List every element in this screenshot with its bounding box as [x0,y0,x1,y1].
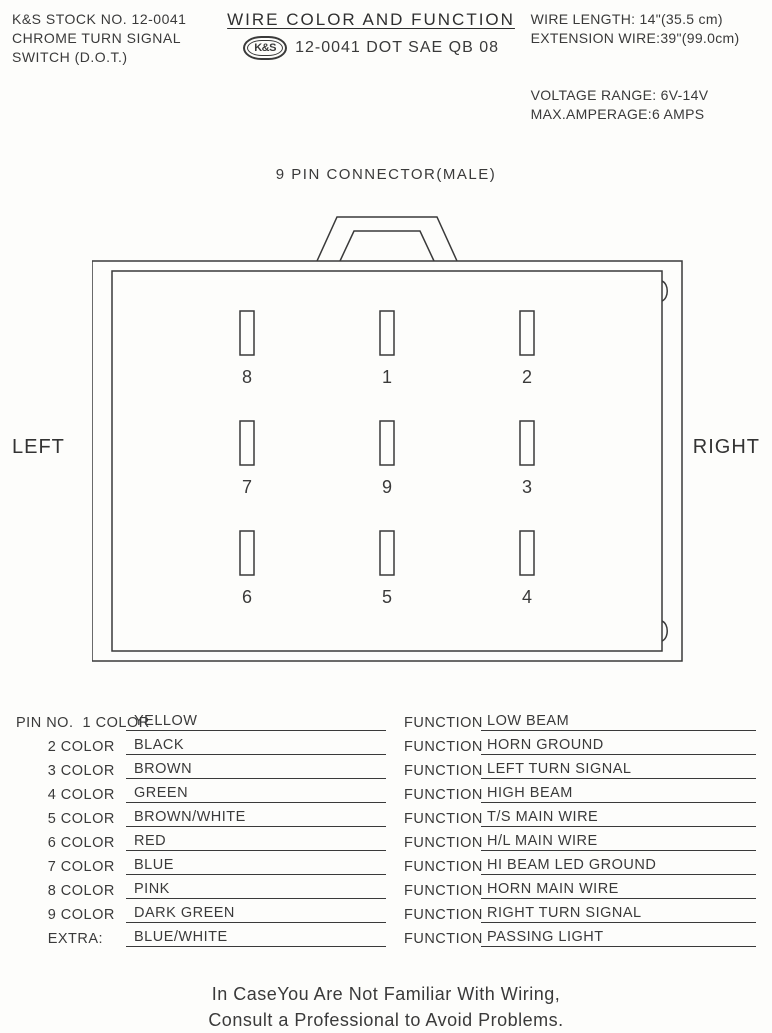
stock-line: SWITCH (D.O.T.) [12,48,211,67]
function-label: FUNCTION [386,715,481,731]
wire-color-table: PIN NO. 1 COLORYELLOWFUNCTIONLOW BEAM 2 … [12,709,760,947]
color-value: BROWN/WHITE [126,809,386,827]
wire-length: WIRE LENGTH: 14"(35.5 cm) [531,10,760,29]
function-value: HORN MAIN WIRE [481,881,756,899]
extension-wire: EXTENSION WIRE:39"(99.0cm) [531,29,760,48]
footer-line: Consult a Professional to Avoid Problems… [12,1007,760,1033]
wire-row: EXTRA:BLUE/WHITEFUNCTIONPASSING LIGHT [16,925,756,947]
wire-row: 6 COLORREDFUNCTIONH/L MAIN WIRE [16,829,756,851]
function-label: FUNCTION [386,811,481,827]
voltage-range: VOLTAGE RANGE: 6V-14V [531,86,760,105]
wire-row: 5 COLORBROWN/WHITEFUNCTIONT/S MAIN WIRE [16,805,756,827]
wire-row: 2 COLORBLACKFUNCTIONHORN GROUND [16,733,756,755]
function-label: FUNCTION [386,859,481,875]
function-label: FUNCTION [386,883,481,899]
color-value: PINK [126,881,386,899]
color-value: BROWN [126,761,386,779]
footer-warning: In CaseYou Are Not Familiar With Wiring,… [12,981,760,1033]
left-label: LEFT [12,436,65,459]
wire-row: PIN NO. 1 COLORYELLOWFUNCTIONLOW BEAM [16,709,756,731]
function-label: FUNCTION [386,739,481,755]
footer-line: In CaseYou Are Not Familiar With Wiring, [12,981,760,1007]
svg-text:4: 4 [522,587,532,607]
pin-label: 4 COLOR [16,787,126,803]
pin-label: 8 COLOR [16,883,126,899]
specs: WIRE LENGTH: 14"(35.5 cm) EXTENSION WIRE… [531,10,760,124]
svg-text:1: 1 [382,367,392,387]
function-label: FUNCTION [386,787,481,803]
part-line: K&S 12-0041 DOT SAE QB 08 [211,36,530,60]
svg-text:5: 5 [382,587,392,607]
svg-text:9: 9 [382,477,392,497]
function-value: PASSING LIGHT [481,929,756,947]
pin-label: 6 COLOR [16,835,126,851]
function-value: HIGH BEAM [481,785,756,803]
function-label: FUNCTION [386,835,481,851]
wire-row: 3 COLORBROWNFUNCTIONLEFT TURN SIGNAL [16,757,756,779]
header-center: WIRE COLOR AND FUNCTION K&S 12-0041 DOT … [211,10,530,124]
right-label: RIGHT [693,436,760,459]
color-value: BLACK [126,737,386,755]
max-amperage: MAX.AMPERAGE:6 AMPS [531,105,760,124]
function-label: FUNCTION [386,931,481,947]
function-value: RIGHT TURN SIGNAL [481,905,756,923]
pin-label: 2 COLOR [16,739,126,755]
svg-text:6: 6 [242,587,252,607]
page-title: WIRE COLOR AND FUNCTION [211,10,530,30]
function-label: FUNCTION [386,763,481,779]
pin-label: PIN NO. 1 COLOR [16,715,126,731]
color-value: DARK GREEN [126,905,386,923]
svg-text:7: 7 [242,477,252,497]
wire-row: 9 COLORDARK GREENFUNCTIONRIGHT TURN SIGN… [16,901,756,923]
function-value: T/S MAIN WIRE [481,809,756,827]
connector-svg: 8 1 2 7 9 3 6 5 4 [92,211,692,681]
color-value: YELLOW [126,713,386,731]
stock-line: CHROME TURN SIGNAL [12,29,211,48]
pin-label: 5 COLOR [16,811,126,827]
wire-row: 8 COLORPINKFUNCTIONHORN MAIN WIRE [16,877,756,899]
connector-label: 9 PIN CONNECTOR(MALE) [12,166,760,183]
pin-label: 3 COLOR [16,763,126,779]
wire-row: 7 COLORBLUEFUNCTIONHI BEAM LED GROUND [16,853,756,875]
color-value: BLUE/WHITE [126,929,386,947]
connector-diagram: LEFT RIGHT 8 1 2 7 9 3 6 5 4 [12,211,760,701]
svg-text:8: 8 [242,367,252,387]
svg-text:3: 3 [522,477,532,497]
stock-line: K&S STOCK NO. 12-0041 [12,10,211,29]
wire-row: 4 COLORGREENFUNCTIONHIGH BEAM [16,781,756,803]
header: K&S STOCK NO. 12-0041 CHROME TURN SIGNAL… [12,10,760,124]
color-value: BLUE [126,857,386,875]
function-label: FUNCTION [386,907,481,923]
function-value: HI BEAM LED GROUND [481,857,756,875]
pin-label: 7 COLOR [16,859,126,875]
function-value: HORN GROUND [481,737,756,755]
pin-label: EXTRA: [16,931,126,947]
part-number: 12-0041 DOT SAE QB 08 [295,39,499,57]
function-value: LOW BEAM [481,713,756,731]
svg-text:2: 2 [522,367,532,387]
color-value: GREEN [126,785,386,803]
color-value: RED [126,833,386,851]
pin-label: 9 COLOR [16,907,126,923]
stock-info: K&S STOCK NO. 12-0041 CHROME TURN SIGNAL… [12,10,211,124]
function-value: LEFT TURN SIGNAL [481,761,756,779]
ks-logo-icon: K&S [243,36,287,60]
function-value: H/L MAIN WIRE [481,833,756,851]
